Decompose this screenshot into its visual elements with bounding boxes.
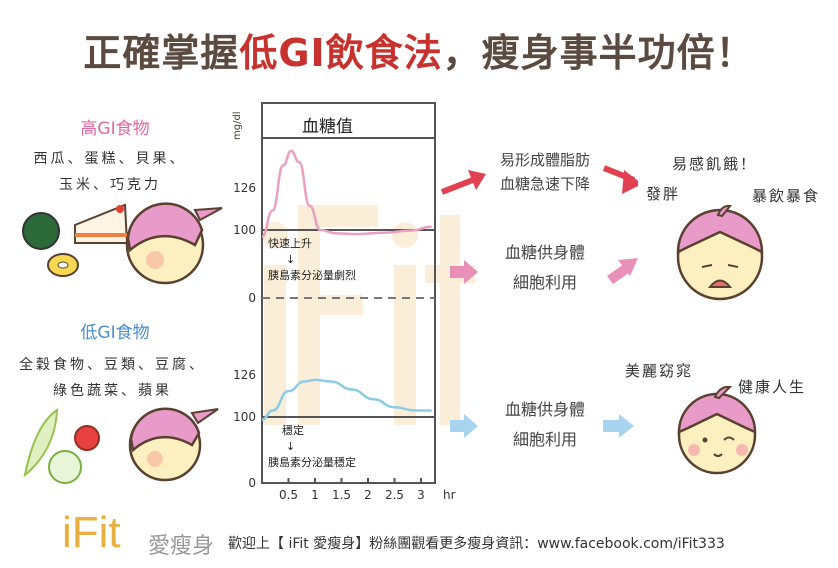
high-gi-foods-line2: 玉米、巧克力 <box>59 177 161 193</box>
ifit-logo-sub: 愛瘦身 <box>148 534 215 559</box>
x-tick-label: 2 <box>364 488 372 502</box>
blood-sugar-chart: 0 100 126 0 100 126 0.5 1 1.5 2 2.5 3 hr <box>233 102 456 502</box>
down-arrow-icon: ↓ <box>286 440 296 453</box>
low-gi-foods-line1: 全穀食物、豆類、豆腐、 <box>19 357 206 373</box>
red-arrow-up <box>440 175 480 195</box>
ifit-logo: iFit <box>62 508 121 557</box>
y-tick-label: 126 <box>233 181 256 195</box>
flow-arrows <box>440 165 638 438</box>
outcome-gain-weight: 發胖 <box>646 185 681 203</box>
chart-title: 血糖值 <box>302 117 353 137</box>
y-axis-label: mg/dl <box>232 111 243 140</box>
low-gi-result-text: 血糖供身體 細胞利用 <box>475 395 615 455</box>
low-gi-food-illustration <box>23 408 100 484</box>
title-part3: ，瘦身事半功倍！ <box>442 31 755 75</box>
blood-sugar-curve-bottom <box>261 378 432 421</box>
high-gi-result-text: 易形成體脂肪 血糖急速下降 <box>475 148 615 196</box>
high-gi-foods: 西瓜、蛋糕、貝果、 玉米、巧克力 <box>10 146 210 198</box>
annotation-bottom-line2: 胰島素分泌量穩定 <box>268 456 356 469</box>
outcome-hungry: 易感飢餓！ <box>672 155 758 173</box>
high-gi-mid-text: 血糖供身體 細胞利用 <box>475 238 615 298</box>
low-gi-foods: 全穀食物、豆類、豆腐、 綠色蔬菜、蘋果 <box>5 352 220 404</box>
outcome-healthy: 健康人生 <box>738 378 807 396</box>
outcome-binge: 暴飲暴食 <box>752 187 821 205</box>
blue-arrow-right-2 <box>603 420 619 432</box>
page-title: 正確掌握低GI飲食法，瘦身事半功倍！ <box>0 22 838 77</box>
y-tick-label: 0 <box>248 291 256 305</box>
pink-arrow-right <box>450 266 464 278</box>
cabbage-icon <box>48 450 82 484</box>
flow-high-mid-text1: 血糖供身體 <box>504 243 585 262</box>
outcome-slim: 美麗窈窕 <box>625 362 694 380</box>
flow-low-text2: 細胞利用 <box>512 430 577 449</box>
high-gi-foods-line1: 西瓜、蛋糕、貝果、 <box>33 151 187 167</box>
girl-eating-high-gi <box>125 202 223 285</box>
x-axis-label: hr <box>443 488 456 502</box>
annotation-top-line2: 胰島素分泌量劇烈 <box>268 269 356 282</box>
high-gi-heading: 高GI食物 <box>80 119 150 139</box>
low-gi-heading: 低GI食物 <box>80 323 150 343</box>
title-highlight: 低GI飲食法 <box>239 31 443 75</box>
x-tick-label: 0.5 <box>279 488 298 502</box>
footer-text: 歡迎上【 iFit 愛瘦身】粉絲團觀看更多瘦身資訊：www.facebook.c… <box>228 536 725 552</box>
title-part1: 正確掌握 <box>83 31 240 75</box>
sad-face-illustration <box>676 205 764 301</box>
apple-icon <box>74 425 100 451</box>
flow-high-mid-text2: 細胞利用 <box>512 273 577 292</box>
girl-eating-low-gi <box>128 407 219 482</box>
x-tick-label: 1.5 <box>332 488 351 502</box>
down-arrow-icon: ↓ <box>286 253 296 266</box>
annotation-bottom-line1: 穩定 <box>282 424 304 437</box>
watermelon-icon <box>22 212 60 250</box>
chart-frame <box>261 102 436 484</box>
y-tick-label: 100 <box>233 410 256 424</box>
y-tick-label: 0 <box>248 476 256 490</box>
y-tick-label: 126 <box>233 368 256 382</box>
high-gi-food-illustration <box>22 203 129 277</box>
x-tick-label: 1 <box>311 488 319 502</box>
annotation-top: 快速上升 ↓ 胰島素分泌量劇烈 <box>268 236 356 284</box>
annotation-bottom: 穩定 ↓ 胰島素分泌量穩定 <box>268 423 356 471</box>
flow-high-text1: 易形成體脂肪 <box>499 151 590 169</box>
y-tick-label: 100 <box>233 223 256 237</box>
blue-arrow-right <box>450 420 464 432</box>
happy-face-illustration <box>677 385 757 475</box>
blood-sugar-curve-top <box>261 149 432 239</box>
flow-low-text1: 血糖供身體 <box>504 400 585 419</box>
low-gi-foods-line2: 綠色蔬菜、蘋果 <box>53 383 172 399</box>
flow-high-text2: 血糖急速下降 <box>499 175 590 193</box>
x-tick-label: 3 <box>417 488 425 502</box>
x-tick-label: 2.5 <box>385 488 404 502</box>
annotation-top-line1: 快速上升 <box>268 237 312 250</box>
pea-pod-icon <box>23 408 59 478</box>
